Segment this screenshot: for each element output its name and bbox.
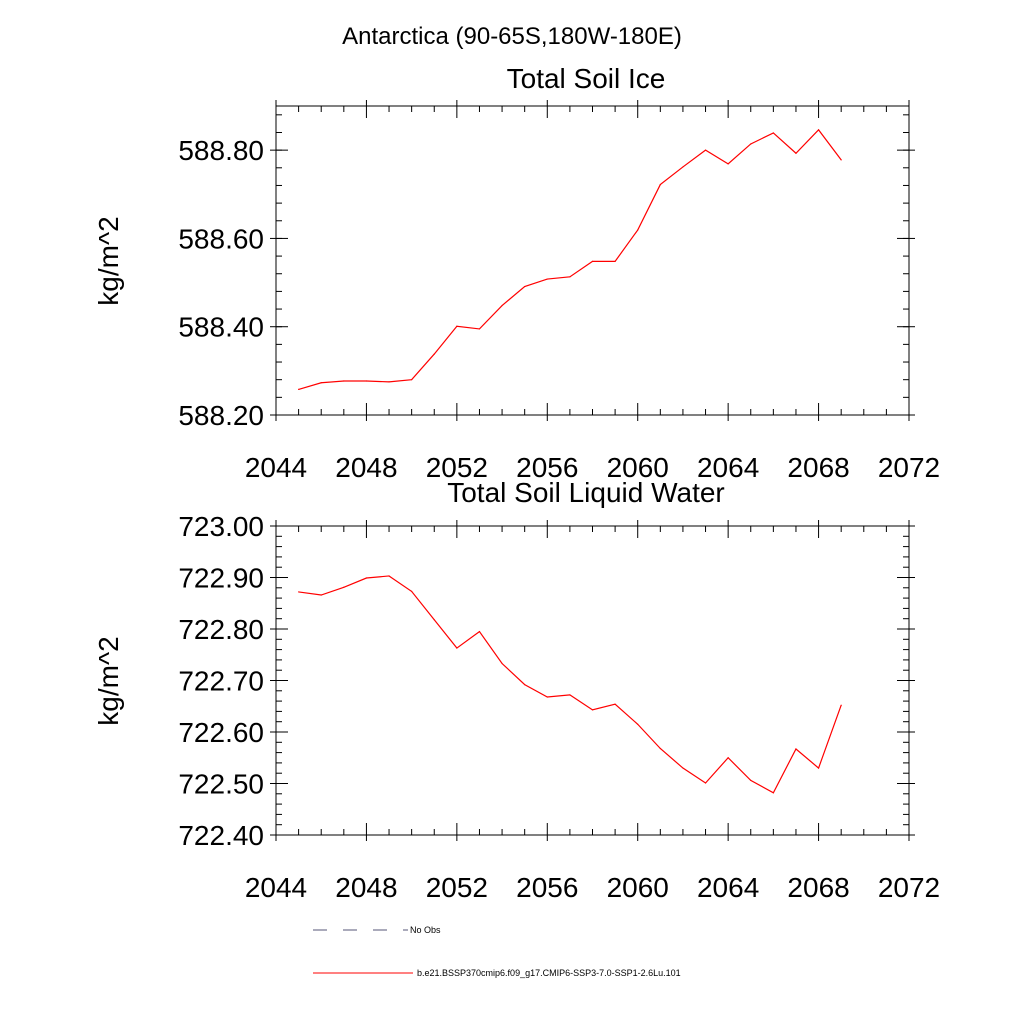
soil-liquid-water-data-point: [365, 577, 368, 579]
soil-ice-data-point: [433, 353, 435, 355]
soil-ice-y-tick-label: 588.60: [178, 223, 264, 254]
soil-ice-data-point: [817, 129, 820, 131]
soil-ice-data-point: [501, 304, 503, 307]
soil-liquid-water-x-tick-label: 2060: [607, 872, 669, 903]
soil-ice-plot-frame: [275, 105, 910, 416]
soil-liquid-water-plot-frame: [275, 525, 910, 836]
soil-ice-y-tick-label: 588.40: [178, 312, 264, 343]
soil-liquid-water-data-point: [840, 704, 842, 706]
soil-ice-data-point: [456, 325, 458, 327]
soil-liquid-water-data-point: [772, 792, 774, 794]
soil-ice-x-tick-label: 2044: [245, 452, 307, 483]
soil-liquid-water-x-tick-label: 2056: [516, 872, 578, 903]
soil-liquid-water-data-point: [704, 782, 707, 784]
soil-ice-y-axis-label: kg/m^2: [93, 216, 124, 305]
soil-ice-data-point: [365, 380, 368, 382]
soil-ice-data-point: [704, 149, 707, 151]
soil-liquid-water-data-point: [433, 619, 435, 621]
soil-ice-x-tick-label: 2072: [878, 452, 940, 483]
soil-ice-data-point: [524, 285, 526, 288]
soil-ice-data-point: [795, 152, 797, 154]
soil-ice-data-point: [840, 159, 842, 161]
legend-model-label: b.e21.BSSP370cmip6.f09_g17.CMIP6-SSP3-7.…: [417, 968, 681, 978]
soil-liquid-water-x-tick-label: 2064: [697, 872, 759, 903]
figure-title: Antarctica (90-65S,180W-180E): [342, 23, 682, 50]
soil-ice-data-point: [298, 388, 300, 390]
soil-ice-data-point: [727, 163, 729, 165]
soil-liquid-water-title: Total Soil Liquid Water: [447, 477, 725, 508]
soil-liquid-water-y-tick-label: 722.70: [178, 666, 264, 697]
soil-liquid-water-data-point: [659, 747, 661, 750]
soil-liquid-water-data-point: [795, 748, 797, 750]
soil-ice-data-point: [478, 328, 481, 330]
soil-ice-data-point: [591, 260, 594, 262]
soil-liquid-water-x-tick-label: 2048: [335, 872, 397, 903]
soil-liquid-water-series-line: [298, 575, 842, 794]
legend: No Obs b.e21.BSSP370cmip6.f09_g17.CMIP6-…: [313, 925, 681, 978]
soil-liquid-water-data-point: [411, 590, 413, 593]
soil-ice-data-point: [343, 380, 345, 382]
soil-ice-x-tick-label: 2064: [697, 452, 759, 483]
soil-ice-x-tick-label: 2060: [607, 452, 669, 483]
soil-liquid-water-y-tick-label: 722.80: [178, 614, 264, 645]
soil-ice-data-point: [637, 229, 639, 231]
soil-liquid-water-x-tick-label: 2068: [787, 872, 849, 903]
soil-liquid-water-data-point: [637, 723, 639, 725]
soil-liquid-water-y-tick-label: 722.40: [178, 820, 264, 851]
soil-ice-x-tick-label: 2056: [516, 452, 578, 483]
soil-liquid-water-y-tick-label: 722.50: [178, 769, 264, 800]
soil-ice-title: Total Soil Ice: [507, 63, 666, 94]
soil-ice-x-tick-label: 2048: [335, 452, 397, 483]
soil-liquid-water-data-point: [546, 696, 548, 698]
soil-ice-data-point: [388, 381, 390, 383]
soil-liquid-water-x-tick-label: 2044: [245, 872, 307, 903]
soil-liquid-water-data-point: [456, 647, 458, 649]
soil-liquid-water-y-tick-label: 723.00: [178, 511, 264, 542]
soil-ice-data-point: [659, 183, 661, 186]
soil-ice-x-tick-label: 2052: [426, 452, 488, 483]
soil-liquid-water-data-point: [614, 703, 616, 705]
soil-liquid-water-y-tick-label: 722.90: [178, 563, 264, 594]
soil-ice-y-tick-label: 588.80: [178, 135, 264, 166]
soil-liquid-water-data-point: [750, 779, 752, 782]
soil-liquid-water-data-point: [591, 709, 594, 711]
soil-liquid-water-data-point: [320, 594, 322, 596]
soil-liquid-water-data-point: [298, 591, 300, 593]
soil-ice-y-tick-label: 588.20: [178, 400, 264, 431]
soil-liquid-water-data-point: [501, 662, 503, 665]
soil-ice-data-point: [320, 382, 322, 384]
soil-ice-data-point: [614, 260, 616, 262]
soil-liquid-water-y-tick-label: 722.60: [178, 717, 264, 748]
soil-liquid-water-data-point: [727, 757, 729, 759]
soil-ice-series-line: [298, 128, 842, 390]
soil-liquid-water-data-point: [388, 575, 390, 577]
soil-liquid-water-x-tick-label: 2052: [426, 872, 488, 903]
soil-liquid-water-data-point: [524, 684, 526, 686]
soil-ice-x-tick-label: 2068: [787, 452, 849, 483]
soil-ice-data-point: [569, 276, 571, 278]
soil-ice-plot: Total Soil Ice kg/m^2 2044 2048 2052 2056 20…: [93, 63, 940, 483]
soil-liquid-water-data-point: [682, 767, 684, 769]
legend-no-obs-label: No Obs: [410, 925, 441, 935]
soil-ice-data-point: [411, 379, 413, 381]
soil-liquid-water-data-point: [343, 586, 345, 588]
soil-liquid-water-data-point: [478, 630, 481, 633]
soil-ice-data-point: [682, 166, 684, 168]
soil-liquid-water-data-point: [817, 767, 820, 769]
soil-ice-data-point: [546, 278, 548, 280]
soil-ice-data-point: [750, 143, 752, 145]
soil-liquid-water-y-axis-label: kg/m^2: [93, 636, 124, 725]
soil-liquid-water-plot: Total Soil Liquid Water kg/m^2 2044 2048 2…: [93, 477, 940, 903]
soil-liquid-water-x-tick-label: 2072: [878, 872, 940, 903]
soil-ice-data-point: [772, 132, 774, 134]
soil-liquid-water-data-point: [569, 694, 571, 696]
